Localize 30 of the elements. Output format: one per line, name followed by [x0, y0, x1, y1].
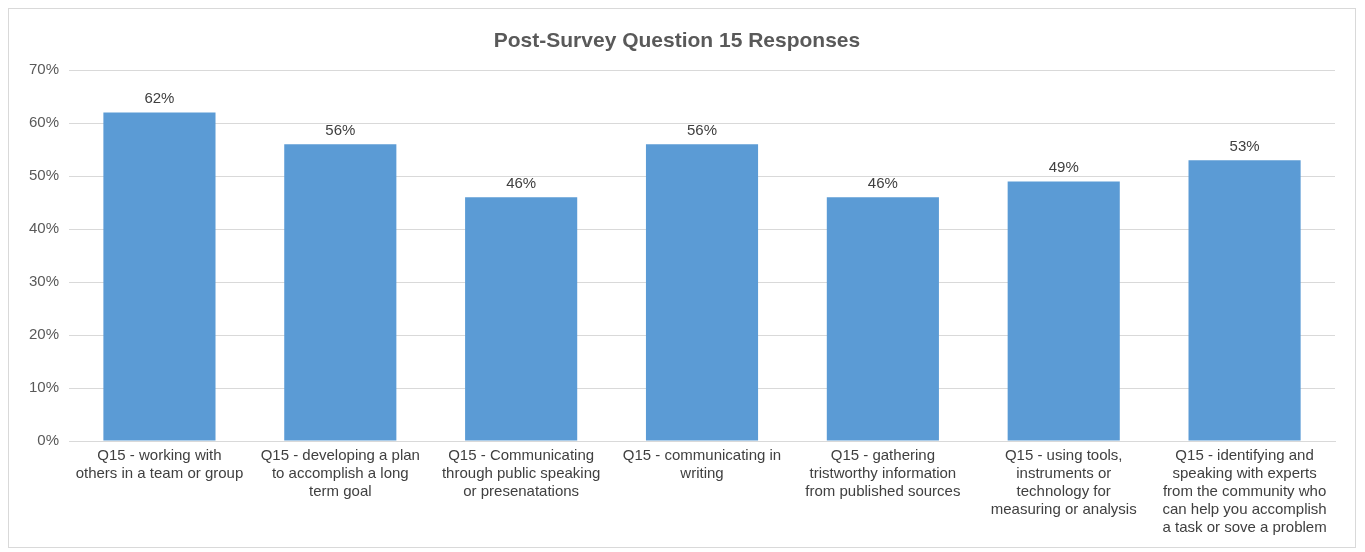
x-tick-label: Q15 - Communicating through public speaking or presenatations [441, 446, 601, 500]
y-tick-label: 50% [28, 166, 60, 184]
data-label: 53% [1229, 136, 1260, 154]
y-tick-label: 20% [28, 325, 60, 343]
chart-title: Post-Survey Question 15 Responses [493, 28, 861, 52]
x-tick-label: Q15 - gathering tristworthy information from published sources [805, 446, 961, 500]
data-label: 49% [1048, 158, 1079, 176]
data-label: 46% [506, 173, 537, 191]
x-tick-label: Q15 - working with others in a team or group [75, 446, 244, 482]
y-tick-label: 30% [28, 272, 60, 290]
bar [465, 197, 578, 441]
data-label: 46% [867, 173, 898, 191]
bar [826, 197, 939, 441]
x-tick-label: Q15 - developing a plan to accomplish a long term goal [260, 446, 420, 500]
bar [103, 112, 216, 441]
data-label: 62% [144, 89, 175, 107]
data-label: 56% [687, 121, 718, 138]
y-tick-label: 0% [37, 431, 60, 449]
y-tick-label: 40% [28, 219, 60, 237]
x-tick-label: Q15 - communicating in writing [622, 446, 782, 482]
data-label: 56% [325, 121, 356, 138]
x-tick-label: Q15 - using tools, instruments or technology for measuring or analysis [990, 446, 1137, 518]
bar [284, 144, 397, 441]
y-tick-label: 60% [28, 113, 60, 131]
x-tick-label: Q15 - identifying and speaking with experts from the community who can help you accomplish a task or sove a problem [1162, 446, 1327, 536]
bar [1007, 181, 1120, 441]
y-tick-label: 70% [28, 60, 60, 78]
bar [1188, 160, 1301, 441]
bar [645, 144, 759, 441]
y-tick-label: 10% [28, 378, 60, 396]
